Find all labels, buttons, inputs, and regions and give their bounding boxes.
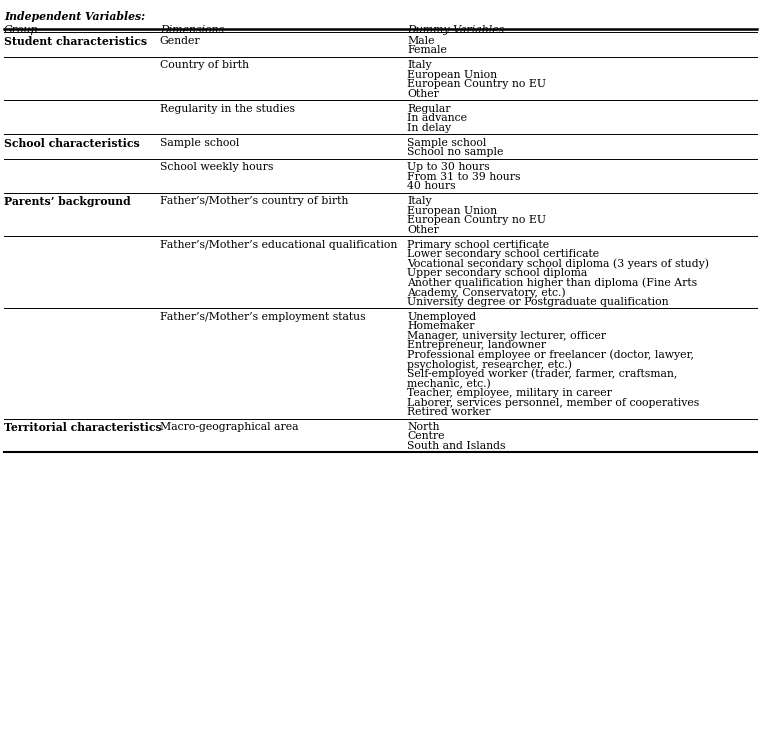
Text: North: North (407, 422, 440, 432)
Text: Group: Group (4, 25, 38, 36)
Text: School no sample: School no sample (407, 148, 504, 157)
Text: Vocational secondary school diploma (3 years of study): Vocational secondary school diploma (3 y… (407, 259, 709, 269)
Text: Parents’ background: Parents’ background (4, 196, 130, 207)
Text: South and Islands: South and Islands (407, 441, 505, 451)
Text: Sample school: Sample school (407, 138, 486, 148)
Text: Teacher, employee, military in career: Teacher, employee, military in career (407, 388, 612, 398)
Text: Upper secondary school diploma: Upper secondary school diploma (407, 268, 587, 278)
Text: School characteristics: School characteristics (4, 138, 139, 149)
Text: Primary school certificate: Primary school certificate (407, 240, 549, 250)
Text: European Union: European Union (407, 206, 497, 215)
Text: Father’s/Mother’s educational qualification: Father’s/Mother’s educational qualificat… (160, 240, 397, 250)
Text: Another qualification higher than diploma (Fine Arts: Another qualification higher than diplom… (407, 278, 697, 288)
Text: Macro-geographical area: Macro-geographical area (160, 422, 298, 432)
Text: In advance: In advance (407, 113, 467, 123)
Text: European Union: European Union (407, 70, 497, 80)
Text: Manager, university lecturer, officer: Manager, university lecturer, officer (407, 331, 606, 340)
Text: Italy: Italy (407, 60, 431, 70)
Text: From 31 to 39 hours: From 31 to 39 hours (407, 171, 521, 182)
Text: In delay: In delay (407, 123, 451, 133)
Text: Other: Other (407, 225, 439, 235)
Text: Unemployed: Unemployed (407, 311, 476, 322)
Text: Female: Female (407, 45, 447, 55)
Text: European Country no EU: European Country no EU (407, 79, 546, 89)
Text: 40 hours: 40 hours (407, 181, 456, 191)
Text: Independent Variables:: Independent Variables: (4, 11, 145, 22)
Text: Professional employee or freelancer (doctor, lawyer,: Professional employee or freelancer (doc… (407, 350, 694, 361)
Text: University degree or Postgraduate qualification: University degree or Postgraduate qualif… (407, 297, 669, 307)
Text: Dimensions: Dimensions (160, 25, 224, 36)
Text: Up to 30 hours: Up to 30 hours (407, 162, 490, 172)
Text: psychologist, researcher, etc.): psychologist, researcher, etc.) (407, 359, 572, 370)
Text: Italy: Italy (407, 196, 431, 206)
Text: Regular: Regular (407, 104, 451, 114)
Text: Other: Other (407, 89, 439, 99)
Text: Lower secondary school certificate: Lower secondary school certificate (407, 249, 599, 259)
Text: Territorial characteristics: Territorial characteristics (4, 422, 161, 433)
Text: Laborer, services personnel, member of cooperatives: Laborer, services personnel, member of c… (407, 398, 699, 408)
Text: mechanic, etc.): mechanic, etc.) (407, 378, 491, 389)
Text: Gender: Gender (160, 36, 200, 45)
Text: European Country no EU: European Country no EU (407, 215, 546, 225)
Text: Homemaker: Homemaker (407, 321, 475, 332)
Text: School weekly hours: School weekly hours (160, 162, 273, 172)
Text: Self-employed worker (trader, farmer, craftsman,: Self-employed worker (trader, farmer, cr… (407, 369, 677, 379)
Text: Retired worker: Retired worker (407, 407, 491, 417)
Text: Entrepreneur, landowner: Entrepreneur, landowner (407, 340, 546, 350)
Text: Male: Male (407, 36, 435, 45)
Text: Father’s/Mother’s country of birth: Father’s/Mother’s country of birth (160, 196, 349, 206)
Text: Centre: Centre (407, 431, 444, 442)
Text: Student characteristics: Student characteristics (4, 36, 147, 47)
Text: Sample school: Sample school (160, 138, 239, 148)
Text: Regularity in the studies: Regularity in the studies (160, 104, 295, 114)
Text: Dummy Variables: Dummy Variables (407, 25, 505, 36)
Text: Academy, Conservatory, etc.): Academy, Conservatory, etc.) (407, 288, 565, 298)
Text: Father’s/Mother’s employment status: Father’s/Mother’s employment status (160, 311, 365, 322)
Text: Country of birth: Country of birth (160, 60, 249, 70)
